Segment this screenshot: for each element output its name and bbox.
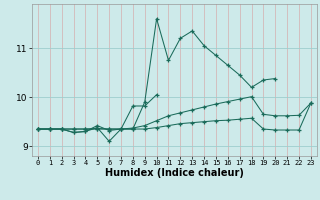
X-axis label: Humidex (Indice chaleur): Humidex (Indice chaleur) — [105, 168, 244, 178]
